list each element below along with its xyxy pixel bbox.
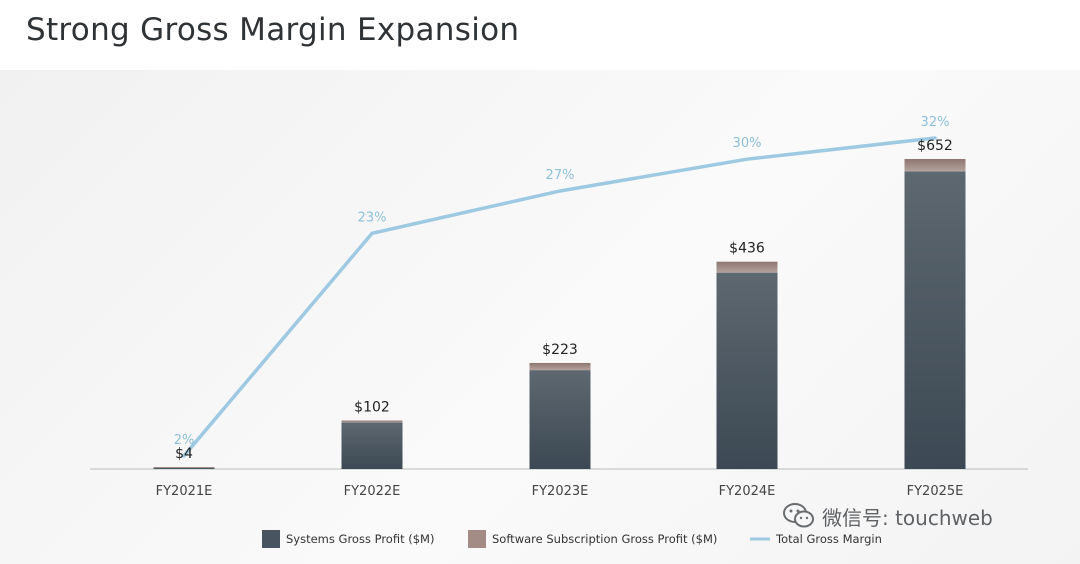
bar-systems-fy2022e — [341, 422, 403, 469]
margin-line-group — [182, 136, 937, 458]
legend: Systems Gross Profit ($M) Software Subscr… — [262, 530, 882, 548]
legend-swatch-1 — [468, 530, 486, 548]
total-gross-margin-line — [182, 136, 937, 458]
x-tick-fy2023e: FY2023E — [532, 484, 589, 499]
legend-label-2: Total Gross Margin — [775, 532, 882, 546]
x-tick-fy2021e: FY2021E — [156, 484, 213, 499]
bar-software-fy2025e — [904, 159, 966, 172]
total-label-fy2021e: $4 — [175, 446, 193, 462]
margin-label-fy2025e: 32% — [921, 115, 950, 130]
watermark-text: 微信号: touchweb — [822, 505, 993, 530]
labels-group: $4 $102 $223 $436 $652 2% 23% 27% 30% 32% — [174, 115, 953, 462]
x-ticks-group: FY2021E FY2022E FY2023E FY2024E FY2025E — [156, 484, 964, 499]
page-title: Strong Gross Margin Expansion — [26, 12, 520, 48]
legend-swatch-0 — [262, 530, 280, 548]
bar-systems-fy2021e — [153, 468, 215, 469]
x-tick-fy2025e: FY2025E — [907, 484, 964, 499]
x-tick-fy2022e: FY2022E — [344, 484, 401, 499]
bar-software-fy2021e — [153, 467, 215, 468]
total-label-fy2022e: $102 — [354, 400, 390, 416]
margin-label-fy2023e: 27% — [546, 168, 575, 183]
x-tick-fy2024e: FY2024E — [719, 484, 776, 499]
bar-software-fy2024e — [716, 261, 778, 273]
watermark: 微信号: touchweb — [782, 498, 993, 534]
legend-label-1: Software Subscription Gross Profit ($M) — [492, 532, 717, 546]
margin-label-fy2024e: 30% — [733, 136, 762, 151]
margin-label-fy2022e: 23% — [358, 210, 387, 225]
margin-label-fy2021e: 2% — [174, 433, 195, 448]
total-label-fy2025e: $652 — [917, 138, 953, 154]
bar-software-fy2023e — [529, 362, 591, 371]
bar-software-fy2022e — [341, 420, 403, 423]
bars-group — [153, 159, 966, 469]
bar-systems-fy2025e — [904, 171, 966, 469]
bar-systems-fy2023e — [529, 370, 591, 469]
total-label-fy2023e: $223 — [542, 342, 578, 358]
wechat-icon — [783, 503, 814, 528]
total-label-fy2024e: $436 — [729, 241, 765, 257]
legend-label-0: Systems Gross Profit ($M) — [286, 532, 434, 546]
bar-systems-fy2024e — [716, 272, 778, 469]
title-bar: Strong Gross Margin Expansion — [0, 0, 1080, 70]
chart-panel — [0, 70, 1080, 564]
